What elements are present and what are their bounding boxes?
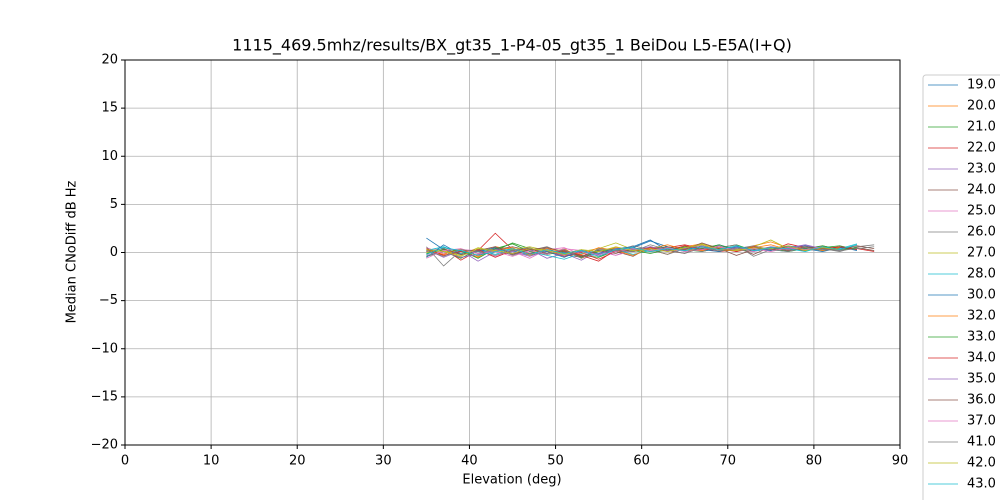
legend-label: 25.0 [967,204,996,219]
legend-label: 41.0 [967,435,996,450]
x-tick-label: 20 [289,454,306,469]
legend-label: 24.0 [967,183,996,198]
y-tick-label: 5 [110,197,118,212]
x-tick-label: 40 [461,454,478,469]
legend-label: 26.0 [967,225,996,240]
chart-title: 1115_469.5mhz/results/BX_gt35_1-P4-05_gt… [232,36,792,56]
legend-box [922,74,1000,500]
legend-label: 32.0 [967,309,996,324]
x-tick-label: 30 [375,454,392,469]
legend-label: 28.0 [967,267,996,282]
y-tick-label: 15 [101,101,118,116]
legend-label: 34.0 [967,351,996,366]
x-tick-label: 0 [121,454,129,469]
y-axis-label: Median CNoDiff dB Hz [65,180,80,323]
legend-label: 35.0 [967,372,996,387]
x-axis-label: Elevation (deg) [462,473,561,488]
legend-label: 33.0 [967,330,996,345]
x-tick-label: 60 [633,454,650,469]
y-tick-label: 10 [101,149,118,164]
series-line [426,244,858,257]
x-tick-label: 90 [892,454,909,469]
y-tick-label: 20 [101,53,118,68]
legend-label: 27.0 [967,246,996,261]
x-tick-label: 10 [203,454,220,469]
x-tick-label: 80 [806,454,823,469]
series-line [426,244,840,257]
y-tick-label: −5 [99,293,118,308]
series-line [426,244,840,258]
legend-label: 20.0 [967,99,996,114]
plot-frame [124,59,901,446]
legend-label: 37.0 [967,414,996,429]
y-tick-label: −15 [91,389,118,404]
legend-label: 22.0 [967,141,996,156]
y-tick-label: 0 [110,245,118,260]
legend-label: 23.0 [967,162,996,177]
legend-label: 30.0 [967,288,996,303]
legend-label: 42.0 [967,456,996,471]
legend-label: 43.0 [967,477,996,492]
legend-label: 21.0 [967,120,996,135]
y-tick-label: −10 [91,341,118,356]
y-tick-label: −20 [91,438,118,453]
x-tick-label: 50 [547,454,564,469]
x-tick-label: 70 [720,454,737,469]
legend-label: 36.0 [967,393,996,408]
legend-label: 19.0 [967,78,996,93]
